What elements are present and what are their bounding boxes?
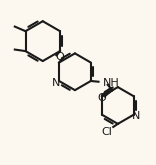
Text: N: N — [52, 78, 60, 87]
Text: O: O — [97, 93, 106, 103]
Text: NH: NH — [103, 78, 120, 87]
Text: O: O — [55, 52, 64, 62]
Text: Cl: Cl — [102, 127, 112, 136]
Text: N: N — [132, 111, 140, 121]
